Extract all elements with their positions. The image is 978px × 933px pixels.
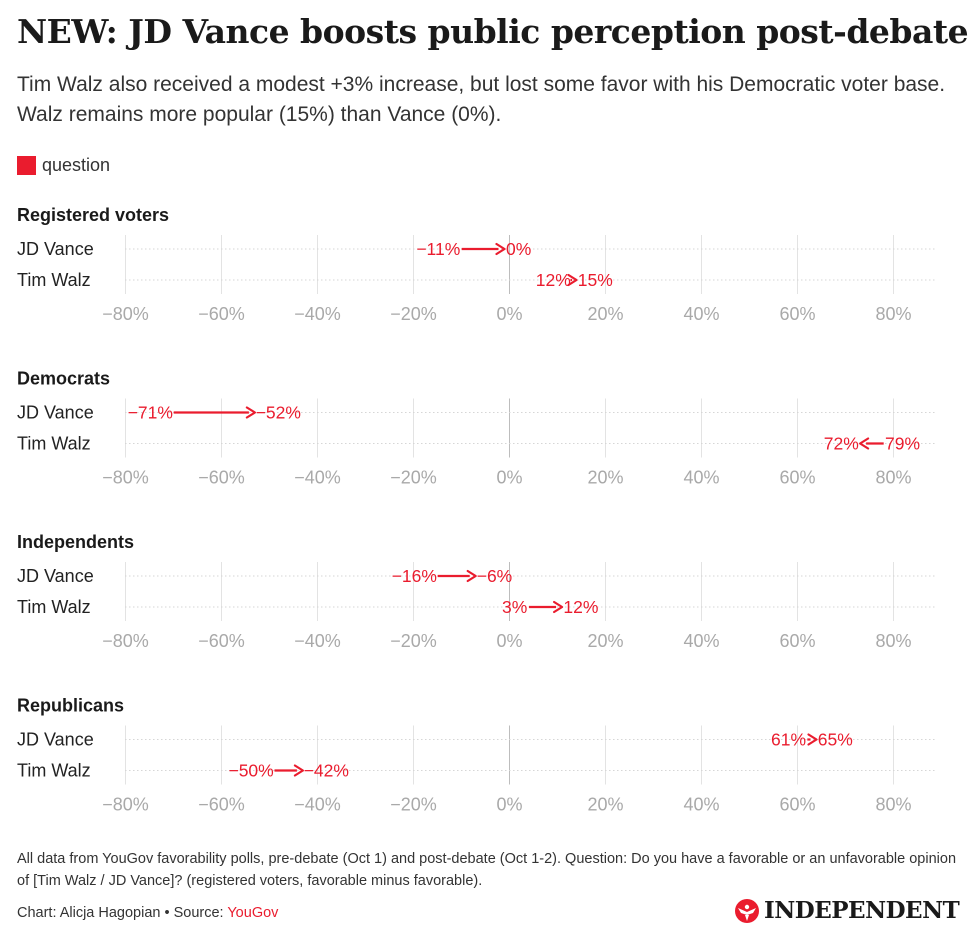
row-label: JD Vance xyxy=(17,730,94,750)
x-tick-label: −40% xyxy=(294,795,341,815)
logo-wordmark: INDEPENDENT xyxy=(764,897,960,924)
row-label: Tim Walz xyxy=(17,761,91,781)
row-label: Tim Walz xyxy=(17,434,91,454)
x-tick-label: −80% xyxy=(102,304,149,324)
x-tick-label: 60% xyxy=(779,468,815,488)
independent-logo[interactable]: INDEPENDENT xyxy=(734,897,960,924)
x-tick-label: 60% xyxy=(779,304,815,324)
label-before: −50% xyxy=(228,761,273,781)
label-before: 12% xyxy=(536,270,571,290)
x-tick-label: −40% xyxy=(294,468,341,488)
x-tick-label: 60% xyxy=(779,795,815,815)
x-tick-label: 0% xyxy=(496,631,522,651)
chart-subtitle: Tim Walz also received a modest +3% incr… xyxy=(17,73,946,126)
x-tick-label: 0% xyxy=(496,795,522,815)
label-after: 65% xyxy=(818,730,853,750)
legend-label: question xyxy=(42,155,111,175)
panel-title: Registered voters xyxy=(17,205,169,225)
x-tick-label: 80% xyxy=(875,631,911,651)
label-after: 72% xyxy=(824,434,859,454)
label-before: −71% xyxy=(128,403,173,423)
label-before: 3% xyxy=(502,597,527,617)
change-arrow-head xyxy=(495,242,506,256)
label-before: 79% xyxy=(885,434,920,454)
x-tick-label: −60% xyxy=(198,631,245,651)
label-after: 0% xyxy=(506,239,531,259)
x-tick-label: −80% xyxy=(102,631,149,651)
x-tick-label: 60% xyxy=(779,631,815,651)
label-before: −16% xyxy=(392,566,437,586)
x-tick-label: −40% xyxy=(294,304,341,324)
row-label: Tim Walz xyxy=(17,597,91,617)
arrow-chart: Registered voters JD Vance −11% 0% Tim Walz 1… xyxy=(17,205,935,815)
x-tick-label: 20% xyxy=(587,631,623,651)
change-arrow-head xyxy=(245,406,256,419)
panel-title: Democrats xyxy=(17,369,110,389)
change-arrow-head xyxy=(466,569,477,583)
eagle-icon xyxy=(735,898,759,923)
x-tick-label: 20% xyxy=(587,304,623,324)
label-before: −11% xyxy=(416,239,460,259)
x-tick-label: −60% xyxy=(198,795,245,815)
x-tick-label: −20% xyxy=(390,468,437,488)
change-arrow-head xyxy=(567,273,578,287)
change-arrow-head xyxy=(807,733,818,746)
panel-title: Republicans xyxy=(17,696,124,716)
x-tick-label: −60% xyxy=(198,304,245,324)
x-tick-label: 80% xyxy=(875,468,911,488)
change-arrow-head xyxy=(293,764,304,777)
label-before: 61% xyxy=(771,730,806,750)
x-tick-label: 0% xyxy=(496,304,522,324)
x-tick-label: −60% xyxy=(198,468,245,488)
row-label: JD Vance xyxy=(17,566,94,586)
x-tick-label: 40% xyxy=(683,468,719,488)
label-after: −6% xyxy=(477,566,513,586)
x-tick-label: −20% xyxy=(390,631,437,651)
row-label: JD Vance xyxy=(17,403,94,423)
label-after: −42% xyxy=(304,761,349,781)
row-label: JD Vance xyxy=(17,239,94,259)
x-tick-label: −20% xyxy=(390,304,437,324)
legend: question xyxy=(17,155,110,176)
chart-title: NEW: JD Vance boosts public perception p… xyxy=(17,12,969,51)
row-label: Tim Walz xyxy=(17,270,91,290)
x-tick-label: −20% xyxy=(390,795,437,815)
source-link[interactable]: YouGov xyxy=(227,905,279,921)
x-tick-label: −40% xyxy=(294,631,341,651)
label-after: −52% xyxy=(256,403,301,423)
x-tick-label: 40% xyxy=(683,631,719,651)
legend-swatch xyxy=(17,156,36,175)
credit-text: Chart: Alicja Hagopian • Source: xyxy=(17,905,228,921)
x-tick-label: 80% xyxy=(875,795,911,815)
x-tick-label: 40% xyxy=(683,795,719,815)
credit-line: Chart: Alicja Hagopian • Source: YouGov xyxy=(17,905,278,921)
x-tick-label: 80% xyxy=(875,304,911,324)
x-tick-label: 20% xyxy=(587,795,623,815)
panel-title: Independents xyxy=(17,532,134,552)
x-tick-label: −80% xyxy=(102,468,149,488)
change-arrow-head xyxy=(859,437,870,450)
label-after: 12% xyxy=(563,597,598,617)
x-tick-label: 20% xyxy=(587,468,623,488)
x-tick-label: 0% xyxy=(496,468,522,488)
change-arrow-head xyxy=(553,600,564,614)
x-tick-label: 40% xyxy=(683,304,719,324)
footnote: All data from YouGov favorability polls,… xyxy=(17,851,957,889)
x-tick-label: −80% xyxy=(102,795,149,815)
label-after: 15% xyxy=(578,270,613,290)
